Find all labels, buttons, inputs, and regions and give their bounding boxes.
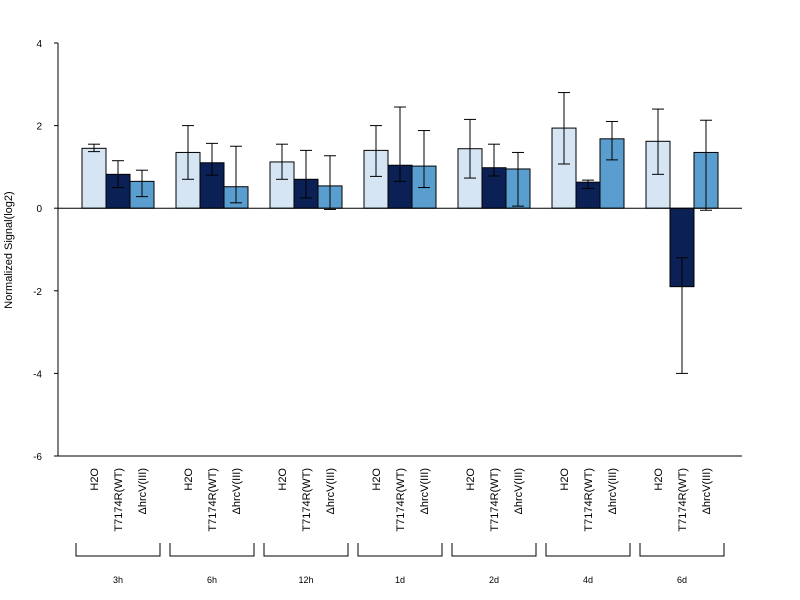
- group-bracket: [357, 543, 443, 557]
- category-label: T7174R(WT): [677, 468, 689, 532]
- y-tick-label: 2: [36, 122, 42, 133]
- category-label: ΔhrcV(III): [513, 468, 525, 514]
- category-label: T7174R(WT): [583, 468, 595, 532]
- category-label: ΔhrcV(III): [231, 468, 243, 514]
- category-label: H2O: [559, 468, 571, 491]
- group-label: 1d: [395, 575, 405, 585]
- group-label: 6d: [677, 575, 687, 585]
- group-bracket: [639, 543, 725, 557]
- group-label: 2d: [489, 575, 499, 585]
- category-label: T7174R(WT): [395, 468, 407, 532]
- group-bracket: [75, 543, 161, 557]
- category-label: T7174R(WT): [301, 468, 313, 532]
- group-label: 4d: [583, 575, 593, 585]
- category-label: ΔhrcV(III): [325, 468, 337, 514]
- category-label: H2O: [465, 468, 477, 491]
- y-tick-label: -6: [33, 452, 42, 463]
- bars: [81, 92, 719, 374]
- category-label: H2O: [277, 468, 289, 491]
- category-label: T7174R(WT): [113, 468, 125, 532]
- group-bracket: [169, 543, 255, 557]
- group-label: 12h: [298, 575, 313, 585]
- category-label: ΔhrcV(III): [137, 468, 149, 514]
- bar: [81, 147, 107, 209]
- y-axis: -6 -4 -2 0 2 4: [33, 39, 59, 463]
- y-tick-label: 0: [36, 204, 42, 215]
- group-bracket: [263, 543, 349, 557]
- category-label: H2O: [371, 468, 383, 491]
- group-label: 6h: [207, 575, 217, 585]
- group-brackets: 3h 6h 12h 1d 2d 4d 6d: [75, 543, 725, 585]
- category-label: ΔhrcV(III): [701, 468, 713, 514]
- category-label: T7174R(WT): [207, 468, 219, 532]
- category-label: ΔhrcV(III): [419, 468, 431, 514]
- y-tick-label: -2: [33, 287, 42, 298]
- category-label: T7174R(WT): [489, 468, 501, 532]
- group-label: 3h: [113, 575, 123, 585]
- y-tick-label: 4: [36, 39, 42, 50]
- category-label: H2O: [89, 468, 101, 491]
- category-label: H2O: [183, 468, 195, 491]
- category-label: H2O: [653, 468, 665, 491]
- y-axis-title: Normalized Signal(log2): [3, 191, 15, 308]
- category-labels: H2O T7174R(WT) ΔhrcV(III) H2O T7174R(WT) Δhrc…: [89, 468, 713, 532]
- group-bracket: [545, 543, 631, 557]
- bar: [551, 127, 577, 209]
- group-bracket: [451, 543, 537, 557]
- y-tick-label: -4: [33, 369, 42, 380]
- category-label: ΔhrcV(III): [607, 468, 619, 514]
